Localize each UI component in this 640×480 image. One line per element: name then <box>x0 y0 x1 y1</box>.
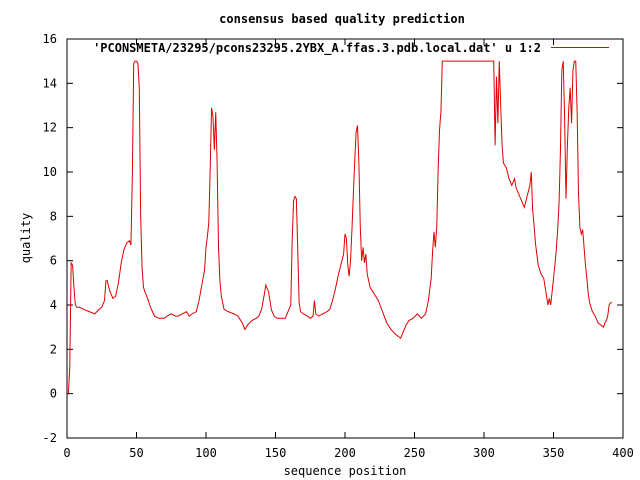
x-tick-label: 100 <box>195 446 217 460</box>
y-tick-label: 8 <box>50 209 57 223</box>
x-tick-label: 300 <box>473 446 495 460</box>
x-tick-label: 350 <box>543 446 565 460</box>
axis-ticks: 0 50 100 150 200 250 300 350 400 -2 0 2 4 6 8 10 12 14 16 <box>43 32 634 460</box>
chart-title: consensus based quality prediction <box>219 12 465 26</box>
y-tick-label: 2 <box>50 342 57 356</box>
y-tick-label: 16 <box>43 32 57 46</box>
legend: 'PCONSMETA/23295/pcons23295.2YBX_A.ffas.… <box>93 41 609 56</box>
x-tick-label: 50 <box>129 446 143 460</box>
y-tick-label: 12 <box>43 121 57 135</box>
y-tick-label: -2 <box>43 431 57 445</box>
x-tick-label: 150 <box>265 446 287 460</box>
series-layer <box>67 60 612 395</box>
y-axis-label: quality <box>19 213 33 264</box>
legend-series-label: 'PCONSMETA/23295/pcons23295.2YBX_A.ffas.… <box>93 41 541 56</box>
x-axis-label: sequence position <box>284 464 407 478</box>
quality-series-line <box>67 60 612 395</box>
y-tick-label: 0 <box>50 387 57 401</box>
y-tick-label: 10 <box>43 165 57 179</box>
x-tick-label: 250 <box>404 446 426 460</box>
y-tick-label: 14 <box>43 76 57 90</box>
y-tick-label: 6 <box>50 254 57 268</box>
x-tick-label: 0 <box>63 446 70 460</box>
x-tick-label: 200 <box>334 446 356 460</box>
plot-frame <box>66 38 624 439</box>
x-tick-label: 400 <box>612 446 634 460</box>
y-tick-label: 4 <box>50 298 57 312</box>
